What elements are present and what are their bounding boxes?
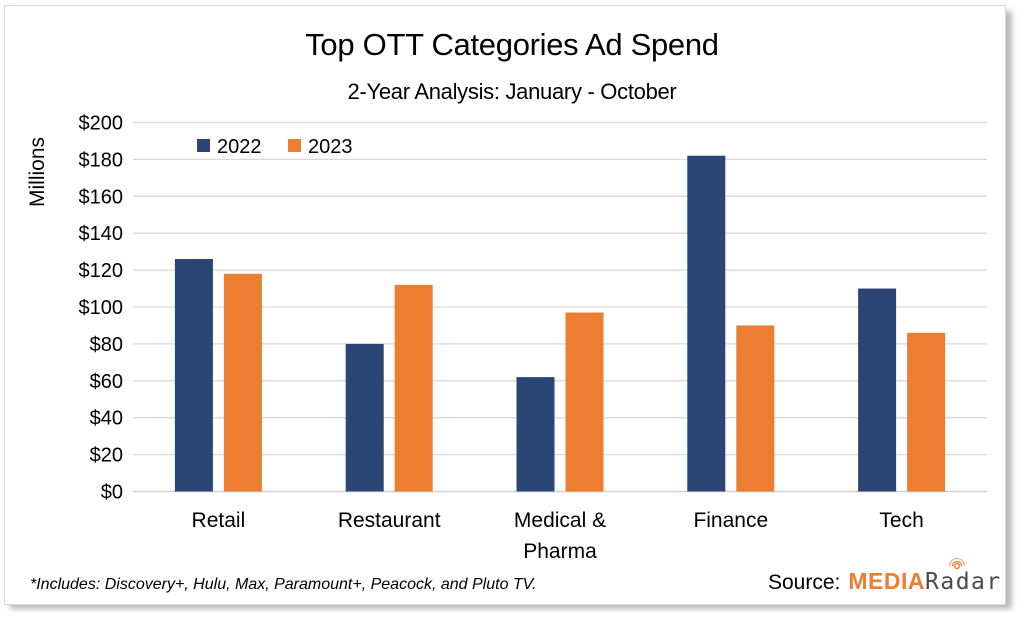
x-tick-label: Pharma <box>523 540 597 563</box>
legend-label-2022: 2022 <box>217 136 262 158</box>
source-label: Source: <box>768 571 841 594</box>
bar-2022-retail <box>174 259 213 492</box>
legend-label-2023: 2023 <box>308 136 353 158</box>
chart-card <box>4 5 1006 605</box>
x-tick-label: Retail <box>192 509 246 532</box>
y-tick-label: $200 <box>79 113 124 135</box>
bar-2023-retail <box>223 273 262 492</box>
chart-title: Top OTT Categories Ad Spend <box>305 27 719 62</box>
logo-radar-wrap: Radar <box>925 558 1002 595</box>
y-tick-label: $20 <box>90 445 123 467</box>
source-attribution: Source: MEDIA Radar <box>768 558 1002 595</box>
y-axis-title: Millions <box>26 137 49 207</box>
y-tick-label: $80 <box>90 334 123 356</box>
y-tick-label: $40 <box>90 408 123 430</box>
y-tick-label: $100 <box>79 297 124 319</box>
legend-swatch-2022 <box>197 139 210 152</box>
x-tick-label: Finance <box>693 509 768 532</box>
radar-signal-icon <box>948 558 966 570</box>
logo-media-text: MEDIA <box>848 568 925 594</box>
x-tick-label: Restaurant <box>338 509 441 532</box>
y-tick-label: $0 <box>101 482 123 504</box>
y-tick-label: $160 <box>79 186 124 208</box>
bar-2023-medical-pharma <box>565 312 604 492</box>
bar-2023-restaurant <box>394 284 433 492</box>
y-tick-label: $120 <box>79 260 124 282</box>
bar-2022-restaurant <box>345 343 384 492</box>
x-tick-label: Medical & <box>514 509 606 532</box>
y-tick-label: $140 <box>79 223 124 245</box>
bar-2023-finance <box>736 325 775 492</box>
y-tick-label: $180 <box>79 149 124 171</box>
y-tick-label: $60 <box>90 371 123 393</box>
x-tick-label: Tech <box>879 509 923 532</box>
bar-2022-medical-pharma <box>516 377 555 492</box>
legend-swatch-2023 <box>288 139 301 152</box>
bar-2022-tech <box>858 288 897 492</box>
bar-2023-tech <box>907 332 946 492</box>
footnote: *Includes: Discovery+, Hulu, Max, Paramo… <box>30 576 537 593</box>
logo-radar-text: Radar <box>925 569 1002 595</box>
bar-2022-finance <box>687 155 726 492</box>
chart-subtitle: 2-Year Analysis: January - October <box>347 79 677 104</box>
